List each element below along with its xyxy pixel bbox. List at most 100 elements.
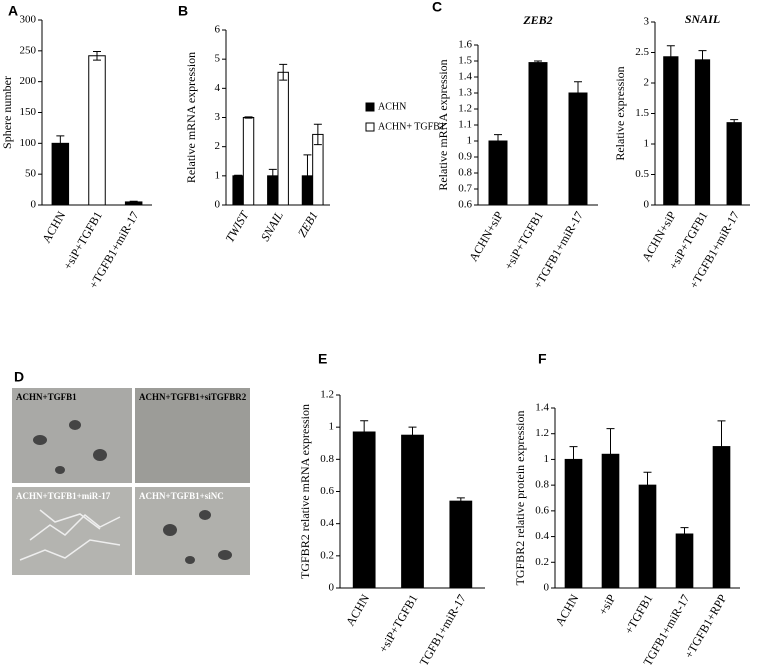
error-bar <box>244 116 253 119</box>
error-bar <box>408 426 417 444</box>
x-tick-label: +siP+TGFB1 <box>501 209 546 272</box>
error-bar <box>279 63 288 81</box>
bar <box>277 71 289 206</box>
y-tick-label: 1.2 <box>535 427 549 439</box>
error-bar <box>360 420 369 444</box>
y-tick-label: 1.5 <box>635 107 649 119</box>
panel-letter: D <box>14 369 24 385</box>
x-tick-label: TWIST <box>223 208 252 245</box>
bar <box>528 62 548 206</box>
y-tick-label: 1.5 <box>458 55 472 67</box>
micrograph-caption: ACHN+TGFB1+siTGFBR2 <box>139 392 247 402</box>
micrograph-grid: ACHN+TGFB1 ACHN+TGFB1+siTGFBR2 ACHN+TGFB… <box>12 388 250 575</box>
micrograph <box>12 487 132 575</box>
y-axis-label: Relative mRNA expression <box>184 52 198 183</box>
bar <box>232 175 244 206</box>
error-bar <box>534 60 542 65</box>
y-tick-label: 2 <box>215 140 221 152</box>
error-bar <box>494 134 502 148</box>
error-bar <box>643 471 652 499</box>
panel-letter: C <box>432 0 442 15</box>
error-bar <box>234 174 243 177</box>
y-tick-label: 5 <box>215 53 221 65</box>
y-tick-label: 1.4 <box>458 71 472 83</box>
error-bar <box>569 446 578 473</box>
bar <box>564 458 583 589</box>
y-tick-label: 250 <box>20 44 37 56</box>
y-tick-label: 3 <box>215 111 221 123</box>
y-tick-label: 1.2 <box>458 103 472 115</box>
y-tick-label: 100 <box>20 137 37 149</box>
y-tick-label: 1 <box>215 169 221 181</box>
error-bar <box>56 135 65 152</box>
y-tick-label: 1.6 <box>458 39 472 51</box>
bar <box>488 140 508 206</box>
error-bar <box>730 119 739 127</box>
y-tick-label: 1.4 <box>535 402 549 414</box>
x-tick-label: +siP+TGFB1 <box>376 592 421 655</box>
legend-label: ACHN <box>378 101 406 112</box>
error-bar <box>574 81 582 105</box>
y-axis-label: TGFBR2 relative protein expression <box>513 411 527 586</box>
y-tick-label: 0 <box>329 582 335 594</box>
y-tick-label: 0.6 <box>320 485 334 497</box>
y-tick-label: 1.3 <box>458 87 472 99</box>
y-tick-label: 3 <box>644 16 650 28</box>
y-tick-label: 4 <box>215 82 221 94</box>
x-tick-label: +TGFB1 <box>622 592 656 637</box>
bar <box>638 484 657 589</box>
x-tick-label: ACHN+siP <box>466 209 506 264</box>
y-tick-label: 0.2 <box>535 556 549 568</box>
bar <box>352 431 376 589</box>
y-tick-label: 0 <box>31 199 37 211</box>
error-bar <box>268 168 277 183</box>
error-bar <box>680 527 689 541</box>
y-tick-label: 300 <box>20 14 37 26</box>
y-axis-label: Sphere number <box>0 76 14 149</box>
y-tick-label: 0 <box>644 199 650 211</box>
bar <box>401 434 424 589</box>
error-bar <box>606 428 615 481</box>
error-bar <box>93 50 101 61</box>
y-tick-label: 1.2 <box>320 389 334 401</box>
y-tick-label: 0.8 <box>320 453 334 465</box>
y-axis-label: Relative mRNA expression <box>436 59 450 190</box>
panel-letter: F <box>538 351 547 367</box>
y-tick-label: 0.4 <box>535 530 549 542</box>
y-tick-label: 1 <box>467 135 473 147</box>
panel-letter: E <box>318 351 327 367</box>
y-tick-label: 0.8 <box>458 167 472 179</box>
y-tick-label: 0.7 <box>458 183 472 195</box>
bar <box>675 533 694 589</box>
fibroblasts <box>19 509 121 561</box>
bar <box>242 117 255 206</box>
y-tick-label: 0.6 <box>535 504 549 516</box>
x-tick-label: +TGFB1+miR-17 <box>413 592 469 665</box>
micrograph-caption: ACHN+TGFB1+siNC <box>139 491 224 501</box>
x-tick-label: ACHN <box>552 592 581 629</box>
micrograph <box>12 388 132 483</box>
y-tick-label: 1 <box>329 421 335 433</box>
error-bar <box>666 45 675 69</box>
y-tick-label: 200 <box>20 75 37 87</box>
legend-swatch <box>365 122 375 132</box>
y-tick-label: 0.8 <box>535 479 549 491</box>
y-tick-label: 0 <box>544 582 550 594</box>
y-tick-label: 0.6 <box>458 199 472 211</box>
error-bar <box>313 123 322 146</box>
panel-letter: B <box>178 3 188 19</box>
error-bar <box>303 154 312 198</box>
bar <box>51 142 70 206</box>
y-tick-label: 0.5 <box>635 168 649 180</box>
y-tick-label: 0.4 <box>320 517 334 529</box>
y-tick-label: 6 <box>215 24 221 36</box>
micrograph <box>135 388 250 483</box>
x-tick-label: SNAIL <box>258 209 286 244</box>
legend-swatch <box>365 102 375 112</box>
y-tick-label: 0 <box>215 199 221 211</box>
micrograph-caption: ACHN+TGFB1 <box>16 392 77 402</box>
chart-title: ZEB2 <box>522 13 552 27</box>
y-tick-label: 50 <box>25 168 37 180</box>
